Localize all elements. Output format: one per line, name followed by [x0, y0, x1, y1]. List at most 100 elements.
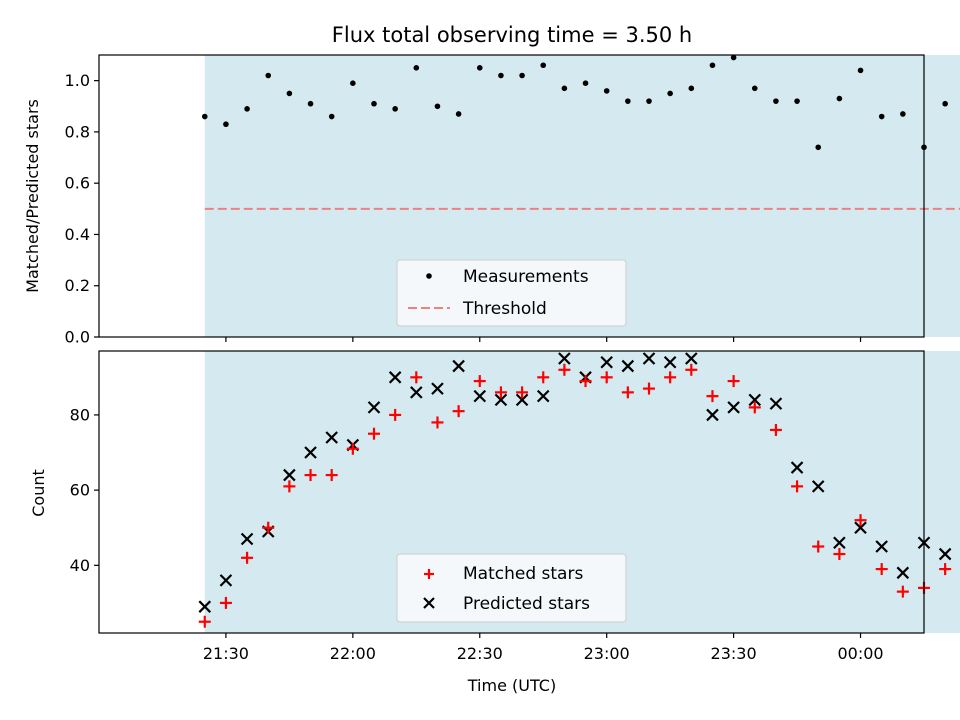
- predicted-star-point: [452, 359, 465, 373]
- predicted-star-point: [410, 386, 423, 399]
- matched-star-point: [621, 386, 634, 399]
- measurement-point: [476, 65, 483, 71]
- ratio-y-tick-label: 0.4: [65, 225, 90, 244]
- ratio-y-tick-label: 0.0: [65, 328, 90, 347]
- matched-star-point: [537, 371, 550, 384]
- count-y-tick-label: 60: [70, 481, 90, 500]
- count-legend: Matched stars Predicted stars: [396, 553, 627, 623]
- measurement-point: [794, 98, 800, 104]
- matched-star-point: [791, 480, 804, 493]
- matched-star-point: [685, 363, 698, 376]
- count-x-tick-label: 22:00: [330, 644, 376, 663]
- predicted-star-point: [769, 397, 783, 410]
- predicted-star-point: [663, 356, 677, 369]
- measurement-point: [942, 100, 948, 107]
- count-x-tick-label: 22:30: [457, 644, 503, 663]
- ratio-x-axis: [225, 337, 862, 342]
- matched-star-point: [452, 405, 465, 418]
- measurement-point: [857, 67, 864, 74]
- matched-star-point: [664, 371, 677, 384]
- matched-star-point: [325, 469, 338, 482]
- matched-star-point: [219, 596, 232, 609]
- measurement-point: [519, 72, 525, 79]
- measurement-point: [223, 121, 229, 128]
- measurement-point: [328, 113, 335, 120]
- measurement-point: [688, 85, 695, 92]
- predicted-star-point: [727, 401, 740, 414]
- matched-star-point: [706, 390, 719, 403]
- predicted-star-point: [198, 600, 212, 613]
- matched-star-point: [494, 386, 507, 399]
- measurement-point: [434, 103, 441, 110]
- matched-star-point: [558, 363, 571, 376]
- chart-title: Flux total observing time = 3.50 h: [332, 23, 692, 47]
- matched-star-point: [896, 585, 909, 598]
- count-x-label: Time (UTC): [467, 676, 556, 695]
- ratio-panel: 0.0 0.2 0.4 0.6 0.8 1.0 Matched/Predicted sta…: [23, 54, 960, 347]
- ratio-y-tick-label: 1.0: [65, 71, 90, 90]
- count-x-tick-label: 21:30: [203, 644, 249, 663]
- count-legend-box: [396, 553, 627, 623]
- measurement-point: [900, 111, 906, 117]
- predicted-star-point: [367, 401, 381, 414]
- predicted-star-point: [833, 536, 846, 550]
- matched-star-point: [643, 382, 655, 395]
- count-x-tick-label: 00:00: [837, 644, 883, 663]
- measurement-point: [561, 85, 568, 92]
- matched-star-point: [304, 469, 317, 482]
- measurement-point: [392, 106, 398, 112]
- predicted-star-point: [494, 393, 508, 407]
- matched-star-point: [579, 375, 592, 388]
- predicted-star-point: [283, 468, 296, 482]
- legend-matched-marker: [424, 569, 434, 579]
- predicted-star-point: [304, 446, 317, 459]
- matched-star-point: [748, 401, 761, 414]
- predicted-star-point: [473, 389, 487, 403]
- ratio-points: [201, 54, 948, 151]
- measurement-point: [371, 100, 377, 107]
- measurement-point: [836, 95, 843, 102]
- predicted-star-point: [219, 574, 233, 587]
- matched-star-point: [410, 371, 423, 384]
- legend-predicted-marker: [423, 597, 435, 609]
- matched-star-point: [875, 563, 888, 576]
- predicted-star-point: [240, 532, 254, 546]
- matched-star-point: [346, 442, 359, 455]
- predicted-star-point: [600, 356, 613, 369]
- measurement-point: [878, 113, 885, 120]
- matched-star-point: [600, 371, 613, 384]
- measurement-point: [265, 72, 272, 79]
- ratio-legend-box: [396, 259, 627, 327]
- matched-star-point: [241, 551, 254, 564]
- measurement-point: [582, 80, 589, 86]
- measurement-point: [603, 88, 610, 94]
- matched-star-point: [833, 548, 846, 561]
- predicted-star-point: [811, 480, 825, 493]
- matched-star-point: [812, 540, 825, 553]
- measurement-point: [307, 100, 314, 107]
- matched-star-point: [939, 563, 952, 576]
- matched-star-point: [198, 615, 211, 628]
- predicted-star-point: [875, 540, 888, 553]
- legend-predicted-label: Predicted stars: [463, 594, 590, 614]
- predicted-star-point: [431, 382, 444, 395]
- predicted-star-point: [896, 566, 910, 580]
- matched-star-point: [516, 386, 529, 399]
- ratio-y-axis: 0.0 0.2 0.4 0.6 0.8 1.0: [65, 71, 99, 347]
- matched-star-point: [473, 375, 486, 388]
- ratio-y-tick-label: 0.8: [65, 122, 90, 141]
- measurement-point: [646, 98, 652, 104]
- matched-star-point: [854, 514, 867, 527]
- predicted-star-point: [642, 352, 656, 365]
- count-y-axis: 40 60 80: [70, 405, 99, 575]
- predicted-star-point: [621, 359, 635, 373]
- legend-matched-label: Matched stars: [463, 564, 583, 584]
- predicted-star-point: [938, 547, 952, 561]
- matched-star-point: [389, 408, 402, 421]
- legend-measurements-marker: [426, 273, 432, 279]
- ratio-y-tick-label: 0.2: [65, 276, 90, 295]
- count-x-tick-label: 23:00: [584, 644, 630, 663]
